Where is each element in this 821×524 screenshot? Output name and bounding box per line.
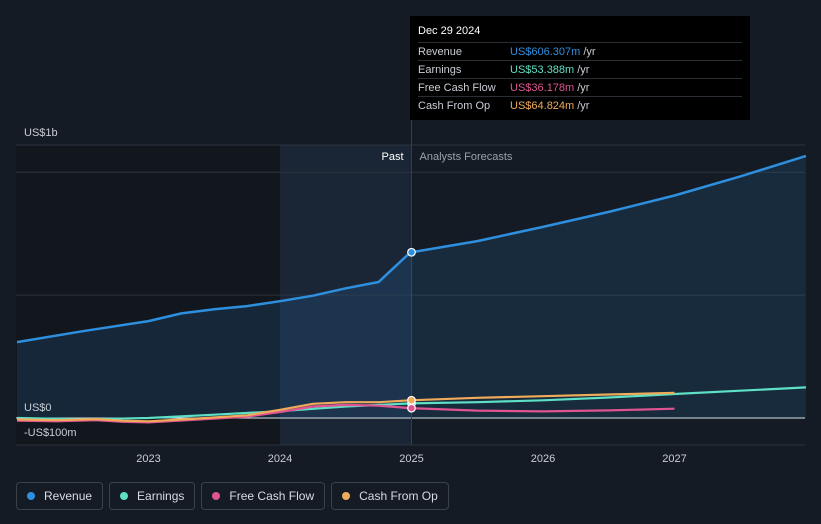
chart-legend: Revenue Earnings Free Cash Flow Cash Fro… bbox=[16, 482, 449, 510]
tooltip-unit: /yr bbox=[577, 81, 590, 94]
tooltip-label: Earnings bbox=[418, 63, 462, 76]
legend-item-earnings[interactable]: Earnings bbox=[109, 482, 196, 510]
series-line-3 bbox=[16, 391, 675, 423]
tooltip-row-cash-from-op: Cash From Op US$64.824m /yr bbox=[418, 96, 742, 114]
tooltip-date: Dec 29 2024 bbox=[418, 25, 481, 37]
forecast-label: Analysts Forecasts bbox=[420, 151, 513, 163]
series-marker-0 bbox=[407, 247, 416, 257]
y-tick-label: US$1b bbox=[24, 127, 58, 139]
x-tick-label: 2026 bbox=[531, 453, 555, 465]
series-marker-3 bbox=[407, 395, 416, 405]
tooltip-value: US$53.388m bbox=[510, 63, 575, 76]
tooltip-unit: /yr bbox=[577, 99, 590, 112]
x-tick-label: 2023 bbox=[136, 453, 160, 465]
series-marker-2 bbox=[407, 403, 416, 413]
past-label: Past bbox=[381, 151, 403, 163]
tooltip-value: US$64.824m bbox=[510, 99, 575, 112]
tooltip-value: US$36.178m bbox=[510, 81, 575, 94]
series-area-0 bbox=[17, 155, 806, 418]
series-line-0 bbox=[16, 154, 807, 344]
y-tick-label: US$0 bbox=[24, 402, 52, 414]
y-tick-label: -US$100m bbox=[24, 427, 77, 439]
legend-item-revenue[interactable]: Revenue bbox=[16, 482, 104, 510]
tooltip-unit: /yr bbox=[583, 45, 596, 58]
x-tick-label: 2025 bbox=[399, 453, 423, 465]
tooltip-unit: /yr bbox=[577, 63, 590, 76]
tooltip-row-revenue: Revenue US$606.307m /yr bbox=[418, 42, 742, 60]
legend-dot-icon bbox=[27, 492, 35, 500]
tooltip-label: Cash From Op bbox=[418, 99, 491, 112]
legend-label: Free Cash Flow bbox=[229, 489, 315, 503]
x-tick-label: 2027 bbox=[662, 453, 686, 465]
tooltip-row-earnings: Earnings US$53.388m /yr bbox=[418, 60, 742, 78]
x-tick-label: 2024 bbox=[268, 453, 292, 465]
tooltip-label: Free Cash Flow bbox=[418, 81, 496, 94]
legend-item-free-cash-flow[interactable]: Free Cash Flow bbox=[201, 482, 326, 510]
legend-label: Revenue bbox=[44, 489, 93, 503]
legend-label: Cash From Op bbox=[359, 489, 438, 503]
legend-dot-icon bbox=[120, 492, 129, 500]
data-tooltip: Dec 29 2024 Revenue US$606.307m /yr Earn… bbox=[410, 16, 750, 120]
tooltip-label: Revenue bbox=[418, 45, 463, 58]
legend-item-cash-from-op[interactable]: Cash From Op bbox=[331, 482, 449, 510]
legend-label: Earnings bbox=[137, 489, 185, 503]
legend-dot-icon bbox=[212, 492, 221, 500]
legend-dot-icon bbox=[342, 492, 351, 500]
tooltip-row-free-cash-flow: Free Cash Flow US$36.178m /yr bbox=[418, 78, 742, 96]
tooltip-value: US$606.307m bbox=[510, 45, 581, 58]
